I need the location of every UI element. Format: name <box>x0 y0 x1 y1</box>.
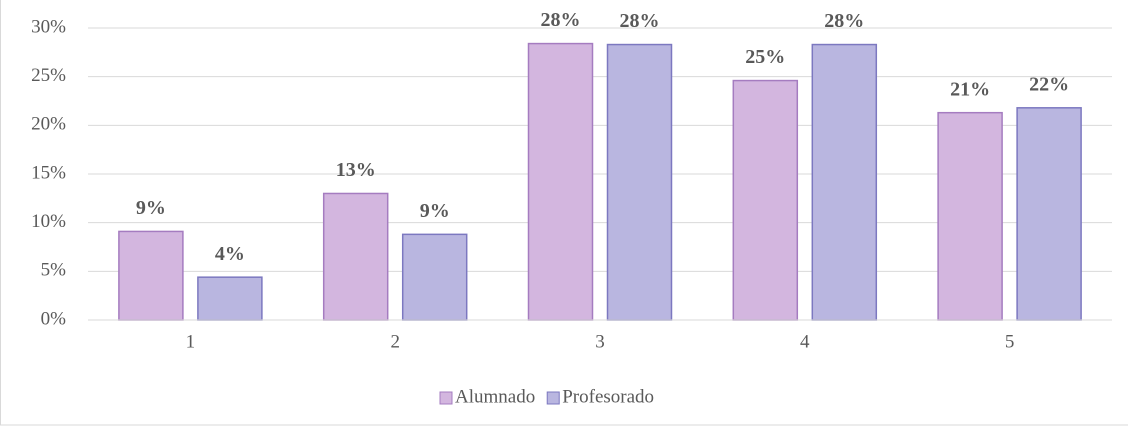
data-label: 4% <box>215 243 245 265</box>
legend-label: Alumnado <box>455 386 535 407</box>
x-tick-label: 3 <box>595 331 605 352</box>
legend-label: Profesorado <box>562 386 654 407</box>
x-tick-label: 4 <box>800 331 810 352</box>
bar <box>197 276 263 321</box>
data-label: 28% <box>541 9 581 31</box>
bar <box>811 43 878 321</box>
y-tick-label: 20% <box>31 114 66 135</box>
legend-swatch <box>546 391 560 405</box>
bar <box>322 192 389 321</box>
data-label: 28% <box>620 10 660 32</box>
x-tick-label: 2 <box>390 331 400 352</box>
data-label: 25% <box>745 46 785 68</box>
y-tick-label: 0% <box>41 308 67 329</box>
y-tick-label: 10% <box>31 211 66 232</box>
bar <box>401 233 468 321</box>
bar <box>937 111 1003 321</box>
data-label: 28% <box>824 10 864 32</box>
x-tick-label: 1 <box>186 331 196 352</box>
bar <box>606 43 673 321</box>
y-tick-label: 15% <box>31 162 66 183</box>
bar <box>1016 107 1082 321</box>
data-label: 13% <box>336 159 376 181</box>
data-label: 21% <box>950 78 990 100</box>
legend-swatch <box>439 391 453 405</box>
y-tick-label: 5% <box>41 260 67 281</box>
data-label: 22% <box>1029 73 1069 95</box>
bar <box>118 230 184 321</box>
bar <box>732 79 799 321</box>
data-label: 9% <box>136 197 166 219</box>
data-label: 9% <box>420 200 450 222</box>
x-tick-label: 5 <box>1005 331 1015 352</box>
y-tick-label: 30% <box>31 16 66 37</box>
y-tick-label: 25% <box>31 65 66 86</box>
bar <box>527 42 594 321</box>
